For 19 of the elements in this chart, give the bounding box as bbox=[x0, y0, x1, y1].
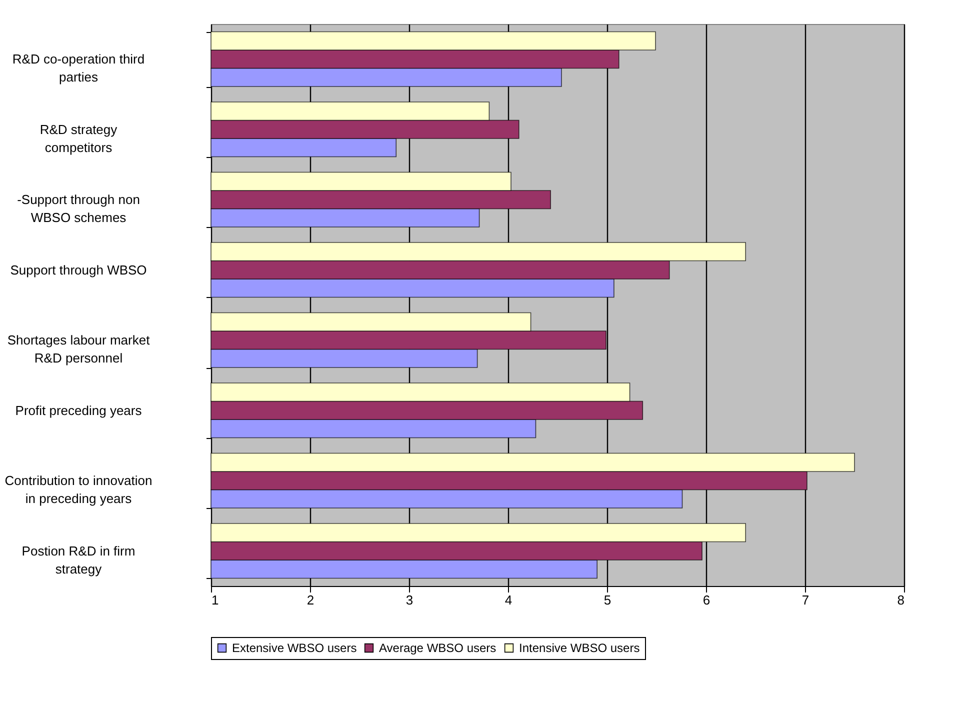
y-tick-label: Postion R&D in firm strategy bbox=[22, 543, 136, 576]
x-tick-label: 7 bbox=[802, 592, 810, 608]
legend-label: Extensive WBSO users bbox=[232, 641, 357, 655]
x-tick-label: 8 bbox=[897, 592, 904, 608]
y-tick-label: R&D co-operation third parties bbox=[12, 52, 145, 85]
x-tick-label: 3 bbox=[406, 592, 414, 608]
legend-label: Intensive WBSO users bbox=[519, 641, 640, 655]
x-tick-label: 5 bbox=[604, 592, 612, 608]
y-tick-label: Profit preceding years bbox=[15, 402, 142, 418]
y-tick-label: R&D strategy competitors bbox=[40, 122, 118, 155]
y-tick-label: Contribution to innovation in preceding years bbox=[4, 473, 152, 506]
x-tick-label: 2 bbox=[306, 592, 314, 608]
y-tick-label: Shortages labour market R&D personnel bbox=[7, 332, 150, 366]
legend-label: Average WBSO users bbox=[379, 641, 496, 655]
y-tick-label: -Support through non WBSO schemes bbox=[17, 192, 140, 226]
x-tick-label: 4 bbox=[504, 592, 512, 608]
x-tick-label: 6 bbox=[702, 592, 710, 608]
y-tick-label: Support through WBSO bbox=[10, 262, 147, 278]
x-tick-label: 1 bbox=[212, 592, 219, 608]
